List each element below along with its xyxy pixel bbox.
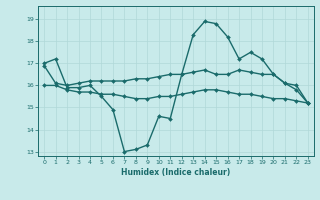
X-axis label: Humidex (Indice chaleur): Humidex (Indice chaleur): [121, 168, 231, 177]
